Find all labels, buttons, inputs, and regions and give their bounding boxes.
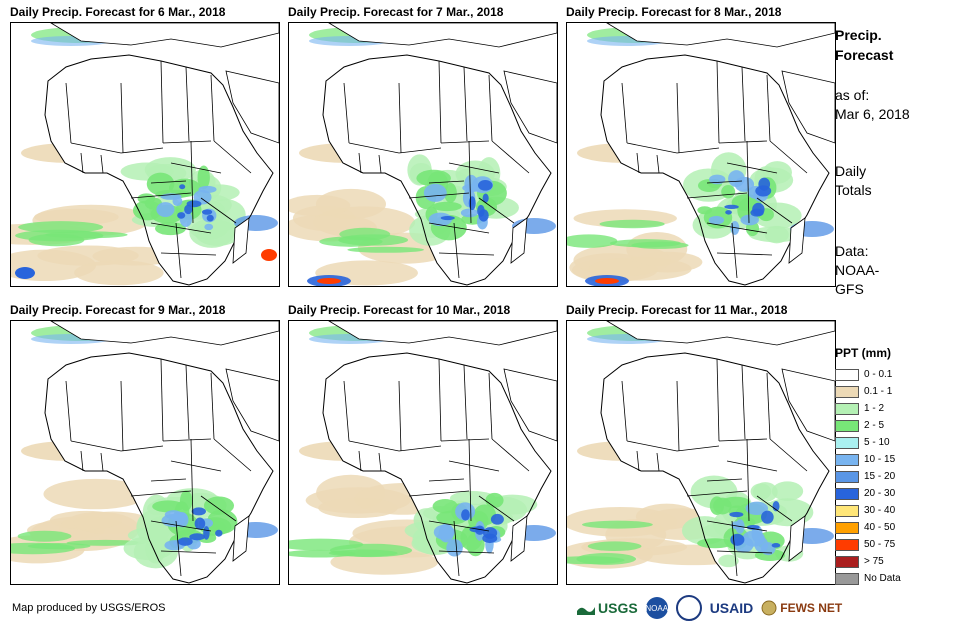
forecast-panel-mar-9: Daily Precip. Forecast for 9 Mar., 2018 [10,302,280,585]
legend-swatch [835,521,859,534]
legend-label: > 75 [864,556,884,567]
legend-label: 2 - 5 [864,420,885,431]
legend-item: 0.1 - 1 [835,383,901,400]
data-source-block: Data: NOAA- GFS [835,242,879,299]
as-of-label: as of: [835,87,870,103]
fews-globe-icon [761,600,777,616]
legend-item: 10 - 15 [835,451,901,468]
legend-label: 5 - 10 [864,437,890,448]
legend-item: > 75 [835,553,901,570]
usgs-wave-icon [577,607,595,615]
forecast-panel-mar-10: Daily Precip. Forecast for 10 Mar., 2018 [288,302,558,585]
legend-item: No Data [835,570,901,587]
legend-item: 50 - 75 [835,536,901,553]
legend-title: PPT (mm) [835,346,892,360]
legend-item: 1 - 2 [835,400,901,417]
totals-block: Daily Totals [835,162,872,200]
usaid-seal-icon [675,595,702,621]
precip-map [10,320,280,585]
heading-line-1: Precip. [835,27,882,43]
as-of-date: Mar 6, 2018 [835,106,910,122]
legend-label: 10 - 15 [864,454,896,465]
panel-title: Daily Precip. Forecast for 9 Mar., 2018 [10,303,226,317]
legend-label: 1 - 2 [864,403,885,414]
panel-title: Daily Precip. Forecast for 6 Mar., 2018 [10,5,226,19]
data-line-1: NOAA- [835,262,880,278]
precip-map [10,22,280,287]
panel-title: Daily Precip. Forecast for 8 Mar., 2018 [566,5,782,19]
forecast-panel-mar-8: Daily Precip. Forecast for 8 Mar., 2018 [566,4,836,287]
legend: 0 - 0.1 0.1 - 1 1 - 2 2 - 5 5 - 10 10 - 15 15 … [835,366,901,587]
partner-logos: USGS NOAA USAID FEWS NET [577,595,842,621]
map-credit: Map produced by USGS/EROS [12,602,166,614]
noaa-logo: NOAA [645,597,668,619]
legend-label: 0 - 0.1 [864,369,893,380]
data-label: Data: [835,243,869,259]
heading-line-2: Forecast [835,47,894,63]
precip-map [566,320,836,585]
legend-label: No Data [864,573,901,584]
legend-swatch [835,538,859,551]
legend-swatch [835,487,859,500]
legend-label: 0.1 - 1 [864,386,893,397]
legend-label: 15 - 20 [864,471,896,482]
legend-swatch [835,504,859,517]
legend-item: 20 - 30 [835,485,901,502]
legend-swatch [835,453,859,466]
legend-swatch [835,385,859,398]
totals-line-1: Daily [835,163,867,179]
legend-label: 50 - 75 [864,539,896,550]
legend-item: 5 - 10 [835,434,901,451]
legend-swatch [835,572,859,585]
forecast-panel-mar-11: Daily Precip. Forecast for 11 Mar., 2018 [566,302,836,585]
legend-item: 40 - 50 [835,519,901,536]
usgs-logo: USGS [577,600,638,616]
legend-item: 2 - 5 [835,417,901,434]
legend-swatch [835,402,859,415]
legend-swatch [835,436,859,449]
side-heading: Precip. Forecast [835,25,893,65]
forecast-panel-mar-7: Daily Precip. Forecast for 7 Mar., 2018 [288,4,558,287]
legend-swatch [835,470,859,483]
legend-label: 20 - 30 [864,488,896,499]
panel-title: Daily Precip. Forecast for 11 Mar., 2018 [566,303,788,317]
fews-net-logo: FEWS NET [761,600,842,616]
legend-swatch [835,419,859,432]
as-of-block: as of: Mar 6, 2018 [835,86,910,124]
legend-swatch [835,368,859,381]
legend-item: 15 - 20 [835,468,901,485]
panel-title: Daily Precip. Forecast for 10 Mar., 2018 [288,303,511,317]
data-line-2: GFS [835,281,864,297]
totals-line-2: Totals [835,182,872,198]
legend-label: 30 - 40 [864,505,896,516]
panel-title: Daily Precip. Forecast for 7 Mar., 2018 [288,5,504,19]
forecast-panel-mar-6: Daily Precip. Forecast for 6 Mar., 2018 [10,4,280,287]
usaid-logo: USAID [709,600,754,616]
legend-swatch [835,555,859,568]
precip-map [566,22,836,287]
precip-map [288,320,558,585]
precip-map [288,22,558,287]
legend-label: 40 - 50 [864,522,896,533]
legend-item: 0 - 0.1 [835,366,901,383]
legend-item: 30 - 40 [835,502,901,519]
